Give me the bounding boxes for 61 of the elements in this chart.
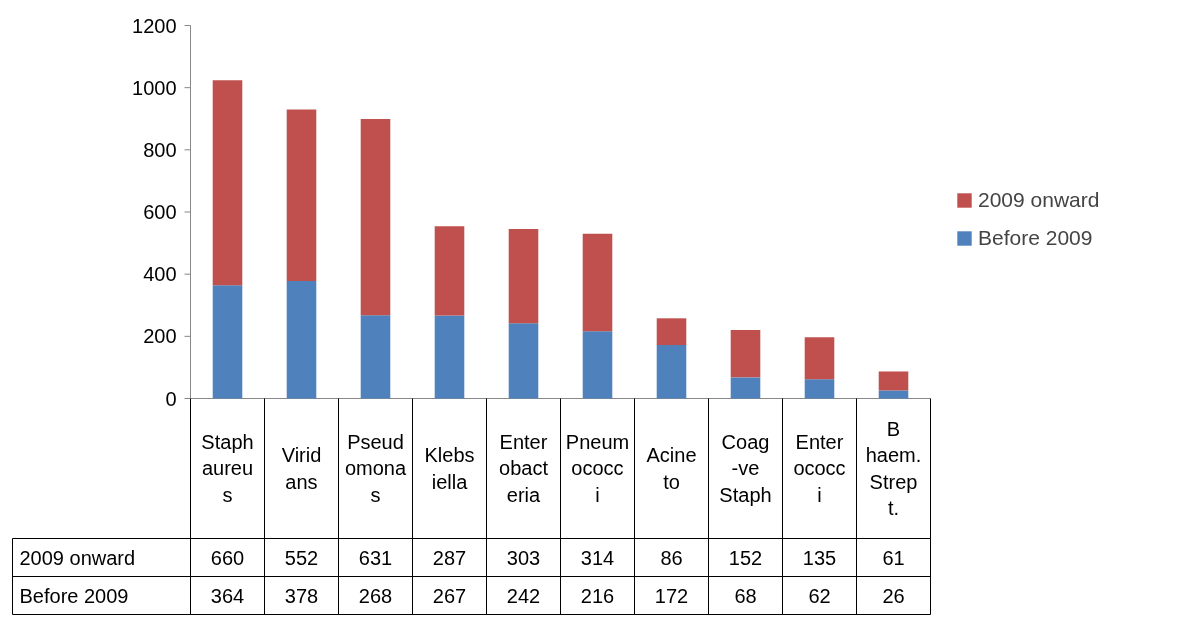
data-label: 267 bbox=[432, 584, 467, 607]
x-tick-label: Enterococci bbox=[793, 431, 846, 506]
bar bbox=[434, 226, 465, 316]
data-label: 364 bbox=[210, 584, 245, 607]
bar bbox=[804, 379, 835, 399]
bar bbox=[582, 331, 613, 399]
bar bbox=[878, 371, 909, 391]
data-label: 61 bbox=[882, 546, 905, 569]
bar bbox=[804, 337, 835, 380]
bar bbox=[286, 109, 317, 282]
x-tick-label: Pneumococci bbox=[565, 431, 630, 506]
data-label: 216 bbox=[580, 584, 615, 607]
bar bbox=[212, 285, 243, 399]
data-label: 152 bbox=[728, 546, 763, 569]
bar bbox=[434, 315, 465, 399]
x-tick-label: Coag -ve Staph bbox=[719, 431, 772, 506]
legend-label: 2009 onward bbox=[978, 188, 1100, 212]
data-label: 242 bbox=[506, 584, 541, 607]
data-label: 62 bbox=[808, 584, 831, 607]
y-tick-label: 400 bbox=[143, 263, 177, 286]
bar bbox=[360, 315, 391, 399]
legend-label: Before 2009 bbox=[978, 226, 1093, 250]
text: Before 2009 bbox=[19, 584, 129, 607]
data-label: 552 bbox=[284, 546, 319, 569]
bar bbox=[730, 377, 761, 399]
bar bbox=[878, 390, 909, 399]
bar bbox=[656, 345, 687, 399]
data-label: 314 bbox=[580, 546, 615, 569]
bar bbox=[508, 229, 539, 324]
bar bbox=[212, 80, 243, 286]
bar bbox=[582, 233, 613, 332]
bar bbox=[286, 281, 317, 399]
data-label: 287 bbox=[432, 546, 467, 569]
x-tick-label: Enterobacteria bbox=[499, 431, 549, 506]
y-tick-label: 800 bbox=[143, 138, 177, 161]
text: 2009 onward bbox=[19, 546, 136, 569]
y-tick-label: 0 bbox=[165, 387, 177, 410]
y-tick-label: 1000 bbox=[132, 76, 177, 99]
x-tick-label: Viridans bbox=[281, 444, 322, 493]
data-label: 68 bbox=[734, 584, 757, 607]
x-tick-label: Acineto bbox=[646, 444, 697, 493]
bar bbox=[360, 119, 391, 316]
x-tick-label: Pseudomonas bbox=[344, 431, 407, 506]
data-label: 135 bbox=[802, 546, 837, 569]
bar bbox=[730, 330, 761, 378]
x-tick-label: Klebsiella bbox=[424, 444, 475, 493]
data-label: 660 bbox=[210, 546, 245, 569]
data-label: 172 bbox=[654, 584, 689, 607]
data-label: 631 bbox=[358, 546, 393, 569]
y-tick-label: 200 bbox=[143, 325, 177, 348]
bar bbox=[656, 318, 687, 346]
y-tick-label: 600 bbox=[143, 201, 177, 223]
y-tick-label: 1200 bbox=[132, 14, 177, 37]
x-tick-label: B haem. Strept. bbox=[865, 417, 922, 520]
bar bbox=[508, 323, 539, 399]
data-label: 378 bbox=[284, 584, 319, 607]
data-label: 303 bbox=[506, 546, 541, 569]
data-label: 26 bbox=[882, 584, 905, 607]
data-label: 268 bbox=[358, 584, 393, 607]
data-label: 86 bbox=[660, 546, 683, 569]
x-tick-label: Staph aureus bbox=[201, 431, 254, 506]
